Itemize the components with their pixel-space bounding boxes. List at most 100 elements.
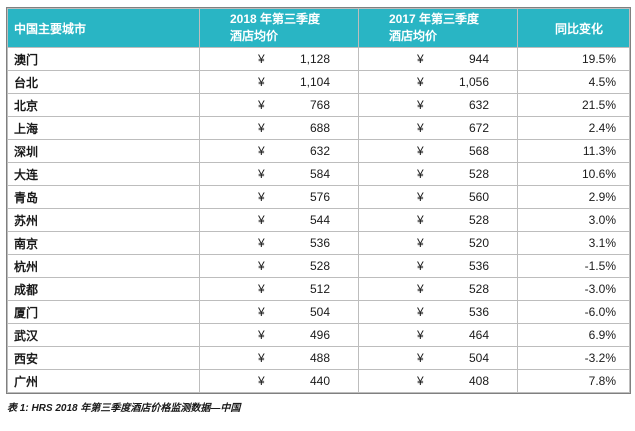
yen-currency-symbol: ¥ [258,259,265,273]
change-cell: 2.9% [517,185,630,209]
change-cell: 21.5% [517,93,630,117]
header-cell-city: 中国主要城市 [7,8,200,48]
table-row: 成都 ¥512 ¥528 -3.0% [7,277,630,301]
price-2018-cell: ¥544 [199,208,359,232]
price-2017-cell: ¥504 [358,346,518,370]
change-cell: -3.2% [517,346,630,370]
price-2018-value: 544 [309,213,330,227]
yen-currency-symbol: ¥ [417,351,424,365]
price-2017-value: 528 [468,167,489,181]
price-2018-cell: ¥576 [199,185,359,209]
yen-currency-symbol: ¥ [258,282,265,296]
price-2017-cell: ¥632 [358,93,518,117]
table-caption: 表 1: HRS 2018 年第三季度酒店价格监测数据—中国 [7,403,241,414]
price-2017-value: 944 [468,52,489,66]
change-cell: 4.5% [517,70,630,94]
city-cell: 深圳 [7,139,200,163]
table-row: 上海 ¥688 ¥672 2.4% [7,116,630,140]
change-cell: -3.0% [517,277,630,301]
price-2018-value: 504 [309,305,330,319]
price-2018-value: 1,104 [299,75,330,89]
price-2017-value: 520 [468,236,489,250]
city-cell: 上海 [7,116,200,140]
city-cell: 厦门 [7,300,200,324]
yen-currency-symbol: ¥ [417,328,424,342]
change-cell: -1.5% [517,254,630,278]
price-2017-value: 1,056 [458,75,489,89]
yen-currency-symbol: ¥ [258,190,265,204]
yen-currency-symbol: ¥ [258,351,265,365]
price-2018-cell: ¥496 [199,323,359,347]
price-2018-cell: ¥488 [199,346,359,370]
yen-currency-symbol: ¥ [417,213,424,227]
table-row: 杭州 ¥528 ¥536 -1.5% [7,254,630,278]
price-2017-value: 672 [468,121,489,135]
price-2018-cell: ¥768 [199,93,359,117]
price-2017-cell: ¥528 [358,208,518,232]
price-2018-value: 688 [309,121,330,135]
price-2017-cell: ¥568 [358,139,518,163]
price-2017-value: 568 [468,144,489,158]
yen-currency-symbol: ¥ [417,190,424,204]
yen-currency-symbol: ¥ [258,167,265,181]
price-2018-value: 440 [309,374,330,388]
price-2018-cell: ¥528 [199,254,359,278]
city-cell: 澳门 [7,47,200,71]
hotel-price-table: 中国主要城市 2018 年第三季度 酒店均价 2017 年第三季度 酒店均价 同… [6,7,631,394]
yen-currency-symbol: ¥ [258,121,265,135]
city-cell: 成都 [7,277,200,301]
header-cell-change: 同比变化 [517,8,630,48]
price-2018-cell: ¥504 [199,300,359,324]
city-cell: 北京 [7,93,200,117]
yen-currency-symbol: ¥ [417,374,424,388]
change-cell: 6.9% [517,323,630,347]
price-2017-cell: ¥536 [358,254,518,278]
price-2018-value: 584 [309,167,330,181]
price-2018-value: 528 [309,259,330,273]
yen-currency-symbol: ¥ [417,167,424,181]
city-cell: 西安 [7,346,200,370]
price-2018-cell: ¥584 [199,162,359,186]
city-cell: 台北 [7,70,200,94]
price-2018-cell: ¥512 [199,277,359,301]
yen-currency-symbol: ¥ [417,305,424,319]
price-2017-cell: ¥560 [358,185,518,209]
header-2017-line1: 2017 年第三季度 [389,11,480,26]
change-cell: 3.1% [517,231,630,255]
price-2017-cell: ¥520 [358,231,518,255]
price-2017-value: 528 [468,282,489,296]
header-2017-line2: 酒店均价 [389,29,438,43]
price-2018-cell: ¥1,104 [199,70,359,94]
yen-currency-symbol: ¥ [258,144,265,158]
price-2018-cell: ¥1,128 [199,47,359,71]
price-2017-cell: ¥528 [358,277,518,301]
header-2018-line1: 2018 年第三季度 [230,11,321,26]
table-row: 武汉 ¥496 ¥464 6.9% [7,323,630,347]
city-cell: 广州 [7,369,200,393]
yen-currency-symbol: ¥ [417,75,424,89]
city-cell: 南京 [7,231,200,255]
table-body: 澳门 ¥1,128 ¥944 19.5% 台北 ¥1,104 ¥1,056 4.5% 北京 ¥76… [7,47,630,393]
price-2018-value: 576 [309,190,330,204]
table-row: 大连 ¥584 ¥528 10.6% [7,162,630,186]
yen-currency-symbol: ¥ [258,52,265,66]
price-2018-value: 496 [309,328,330,342]
table-row: 广州 ¥440 ¥408 7.8% [7,369,630,393]
change-cell: 19.5% [517,47,630,71]
header-2018-line2: 酒店均价 [230,29,279,43]
header-cell-2018: 2018 年第三季度 酒店均价 [199,8,359,48]
city-cell: 大连 [7,162,200,186]
yen-currency-symbol: ¥ [417,98,424,112]
price-2018-value: 512 [309,282,330,296]
price-2018-cell: ¥688 [199,116,359,140]
price-2018-value: 536 [309,236,330,250]
price-2017-value: 464 [468,328,489,342]
yen-currency-symbol: ¥ [417,282,424,296]
yen-currency-symbol: ¥ [258,328,265,342]
city-cell: 青岛 [7,185,200,209]
price-2017-cell: ¥944 [358,47,518,71]
price-2017-cell: ¥1,056 [358,70,518,94]
price-2018-value: 488 [309,351,330,365]
table-row: 台北 ¥1,104 ¥1,056 4.5% [7,70,630,94]
table-row: 西安 ¥488 ¥504 -3.2% [7,346,630,370]
